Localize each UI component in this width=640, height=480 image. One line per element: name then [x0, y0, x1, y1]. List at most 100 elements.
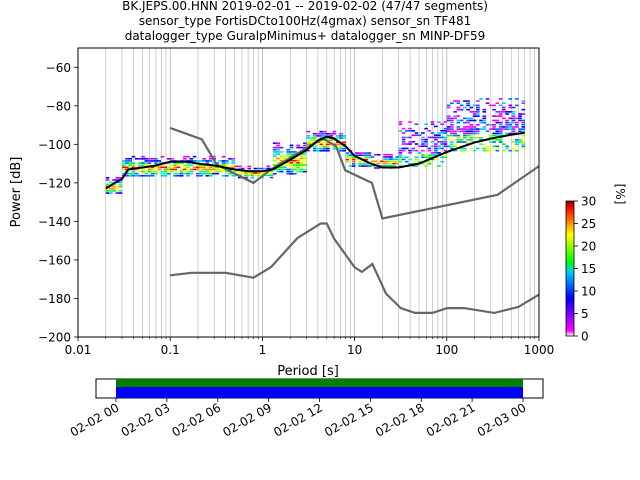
density-cell	[505, 119, 509, 122]
density-cell	[221, 160, 226, 162]
density-cell	[179, 174, 184, 177]
density-cell	[383, 164, 387, 167]
density-cell	[237, 167, 242, 170]
density-cell	[370, 164, 375, 167]
density-cell	[312, 139, 317, 141]
density-cell	[456, 130, 461, 133]
density-cell	[173, 162, 178, 164]
density-cell	[495, 145, 500, 148]
density-cell	[505, 147, 509, 150]
density-cell	[351, 165, 356, 167]
density-cell	[326, 149, 330, 152]
density-cell	[256, 174, 261, 177]
density-cell	[514, 143, 519, 146]
density-cell	[405, 147, 409, 150]
density-cell	[498, 115, 503, 117]
density-cell	[514, 149, 519, 152]
density-cell	[141, 168, 145, 171]
density-cell	[121, 160, 126, 162]
density-cell	[472, 115, 477, 117]
density-cell	[459, 108, 464, 111]
density-cell	[424, 127, 428, 130]
density-cell	[348, 156, 353, 159]
density-cell	[437, 132, 441, 134]
density-cell	[176, 164, 181, 166]
density-cell	[154, 170, 158, 173]
y-axis-ticks: −200 −180 −160 −140 −120 −100 −80 −60	[38, 61, 78, 345]
density-cell	[138, 158, 142, 160]
density-cell	[329, 132, 333, 135]
density-cell	[501, 117, 506, 120]
density-cell	[511, 149, 516, 152]
density-cell	[446, 104, 451, 107]
density-cell	[498, 126, 503, 128]
density-cell	[463, 141, 467, 143]
density-cell	[141, 170, 145, 173]
density-cell	[154, 172, 158, 175]
density-cell	[157, 168, 161, 171]
density-cell	[427, 156, 432, 159]
density-cell	[463, 136, 467, 139]
density-cell	[247, 174, 251, 177]
density-cell	[405, 156, 409, 159]
density-cell	[443, 149, 448, 152]
density-cell	[466, 139, 470, 141]
density-cell	[195, 172, 200, 175]
density-cell	[476, 100, 480, 102]
density-cell	[282, 155, 287, 158]
density-cell	[276, 157, 281, 160]
density-cell	[450, 132, 454, 135]
density-cell	[508, 104, 513, 107]
plot-background	[78, 48, 539, 337]
density-cell	[408, 152, 412, 154]
density-cell	[332, 130, 337, 133]
density-cell	[476, 136, 480, 139]
density-cell	[312, 137, 317, 139]
density-cell	[411, 134, 416, 137]
density-cell	[348, 154, 353, 157]
density-cell	[199, 160, 203, 162]
density-cell	[508, 149, 513, 152]
density-cell	[466, 100, 470, 102]
density-cell	[339, 135, 343, 137]
density-cell	[303, 157, 307, 160]
colorbar-label: [%]	[613, 184, 627, 205]
density-cell	[361, 160, 365, 163]
density-cell	[176, 172, 181, 175]
density-cell	[437, 145, 441, 148]
density-cell	[380, 164, 384, 167]
colorbar-tick-label: 30	[581, 195, 596, 209]
density-cell	[495, 102, 500, 105]
density-cell	[292, 162, 297, 164]
density-cell	[401, 136, 406, 139]
density-cell	[276, 148, 281, 151]
density-cell	[289, 164, 294, 166]
density-cell	[401, 158, 406, 161]
density-cell	[411, 147, 416, 150]
density-cell	[131, 170, 136, 173]
density-cell	[279, 157, 284, 160]
density-cell	[453, 132, 457, 135]
density-cell	[433, 143, 438, 145]
density-cell	[361, 152, 365, 154]
density-cell	[303, 155, 307, 158]
density-cell	[501, 128, 506, 130]
density-cell	[202, 166, 207, 169]
density-cell	[128, 174, 133, 177]
density-cell	[433, 158, 438, 161]
density-cell	[125, 166, 129, 169]
density-cell	[395, 156, 399, 158]
density-cell	[286, 168, 291, 171]
density-cell	[154, 160, 158, 162]
density-cell	[373, 160, 378, 163]
density-cell	[345, 152, 350, 154]
density-cell	[263, 174, 267, 177]
density-cell	[244, 176, 248, 179]
y-tick-label: −140	[38, 215, 71, 229]
density-cell	[495, 134, 500, 137]
density-cell	[383, 160, 387, 163]
density-cell	[342, 141, 347, 144]
colorbar: 0 5 10 15 20 25 30 [%]	[565, 184, 627, 344]
density-cell	[335, 141, 340, 144]
density-cell	[160, 170, 165, 173]
